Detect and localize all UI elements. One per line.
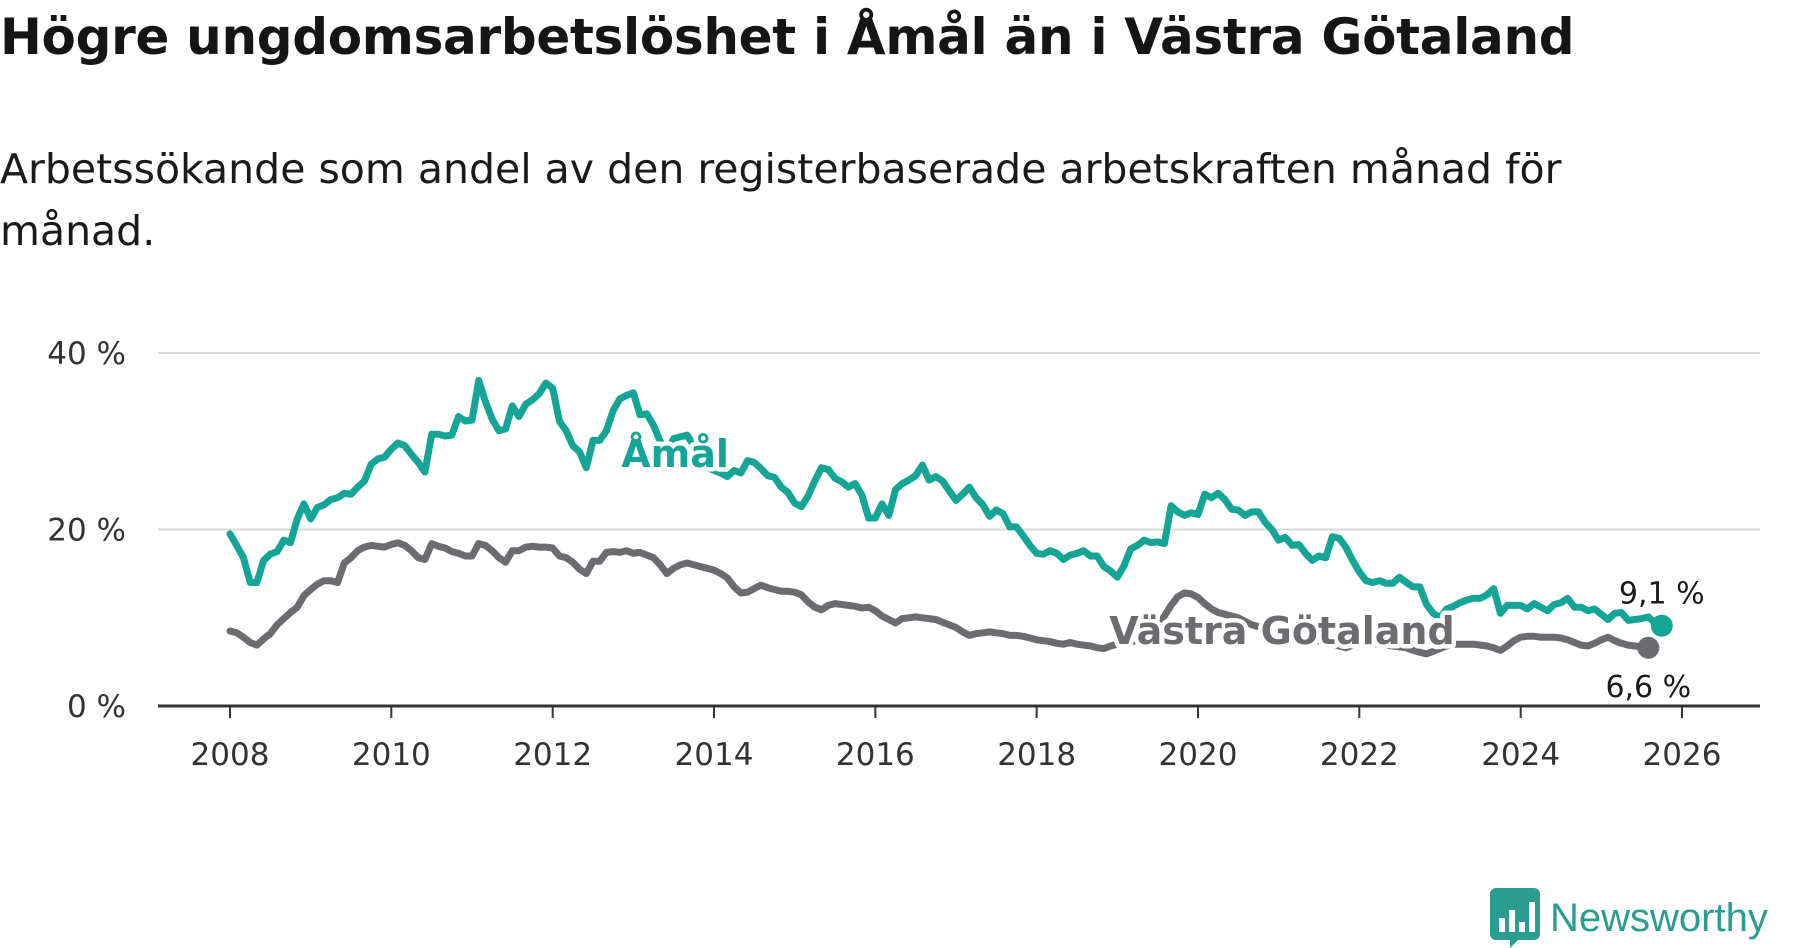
x-tick-label: 2014 [675, 737, 754, 773]
series-name-label-vastra-gotaland: Västra Götaland [1109, 609, 1454, 653]
chart-subtitle: Arbetssökande som andel av den registerb… [0, 145, 1562, 255]
y-tick-label: 0 % [67, 689, 126, 725]
end-value-label-vastra-gotaland: 6,6 % [1605, 670, 1691, 705]
y-tick-label: 20 % [47, 513, 126, 549]
axes: 0 % 20 % 40 % 2008 2010 2012 2014 2016 2018 2020 2… [47, 336, 1760, 773]
x-tick-label: 2020 [1159, 737, 1238, 773]
end-value-label-amal: 9,1 % [1619, 577, 1705, 612]
y-tick-label: 40 % [47, 336, 126, 372]
brand-name: Newsworthy [1550, 895, 1768, 940]
x-tick-label: 2024 [1481, 737, 1560, 773]
x-tick-label: 2018 [997, 737, 1076, 773]
x-tick-label: 2008 [191, 737, 270, 773]
newsworthy-logo-icon [1490, 888, 1540, 948]
newsworthy-brand: Newsworthy [1490, 888, 1768, 948]
series-end-marker-vastra-gotaland [1637, 636, 1660, 659]
series-lines [226, 376, 1673, 659]
gridlines [158, 352, 1760, 531]
chart-title: Högre ungdomsarbetslöshet i Åmål än i Vä… [0, 8, 1575, 66]
x-tick-label: 2012 [513, 737, 592, 773]
x-tick-label: 2016 [836, 737, 915, 773]
series-name-label-amal: Åmål [621, 432, 729, 476]
series-labels: Åmål Västra Götaland 9,1 % 6,6 % [617, 427, 1708, 707]
x-tick-label: 2026 [1643, 737, 1722, 773]
series-line-amal [226, 376, 1666, 630]
x-tick-label: 2010 [352, 737, 431, 773]
series-line-vastra-gotaland [226, 539, 1652, 658]
x-tick-label: 2022 [1320, 737, 1399, 773]
series-end-marker-amal [1650, 614, 1673, 637]
